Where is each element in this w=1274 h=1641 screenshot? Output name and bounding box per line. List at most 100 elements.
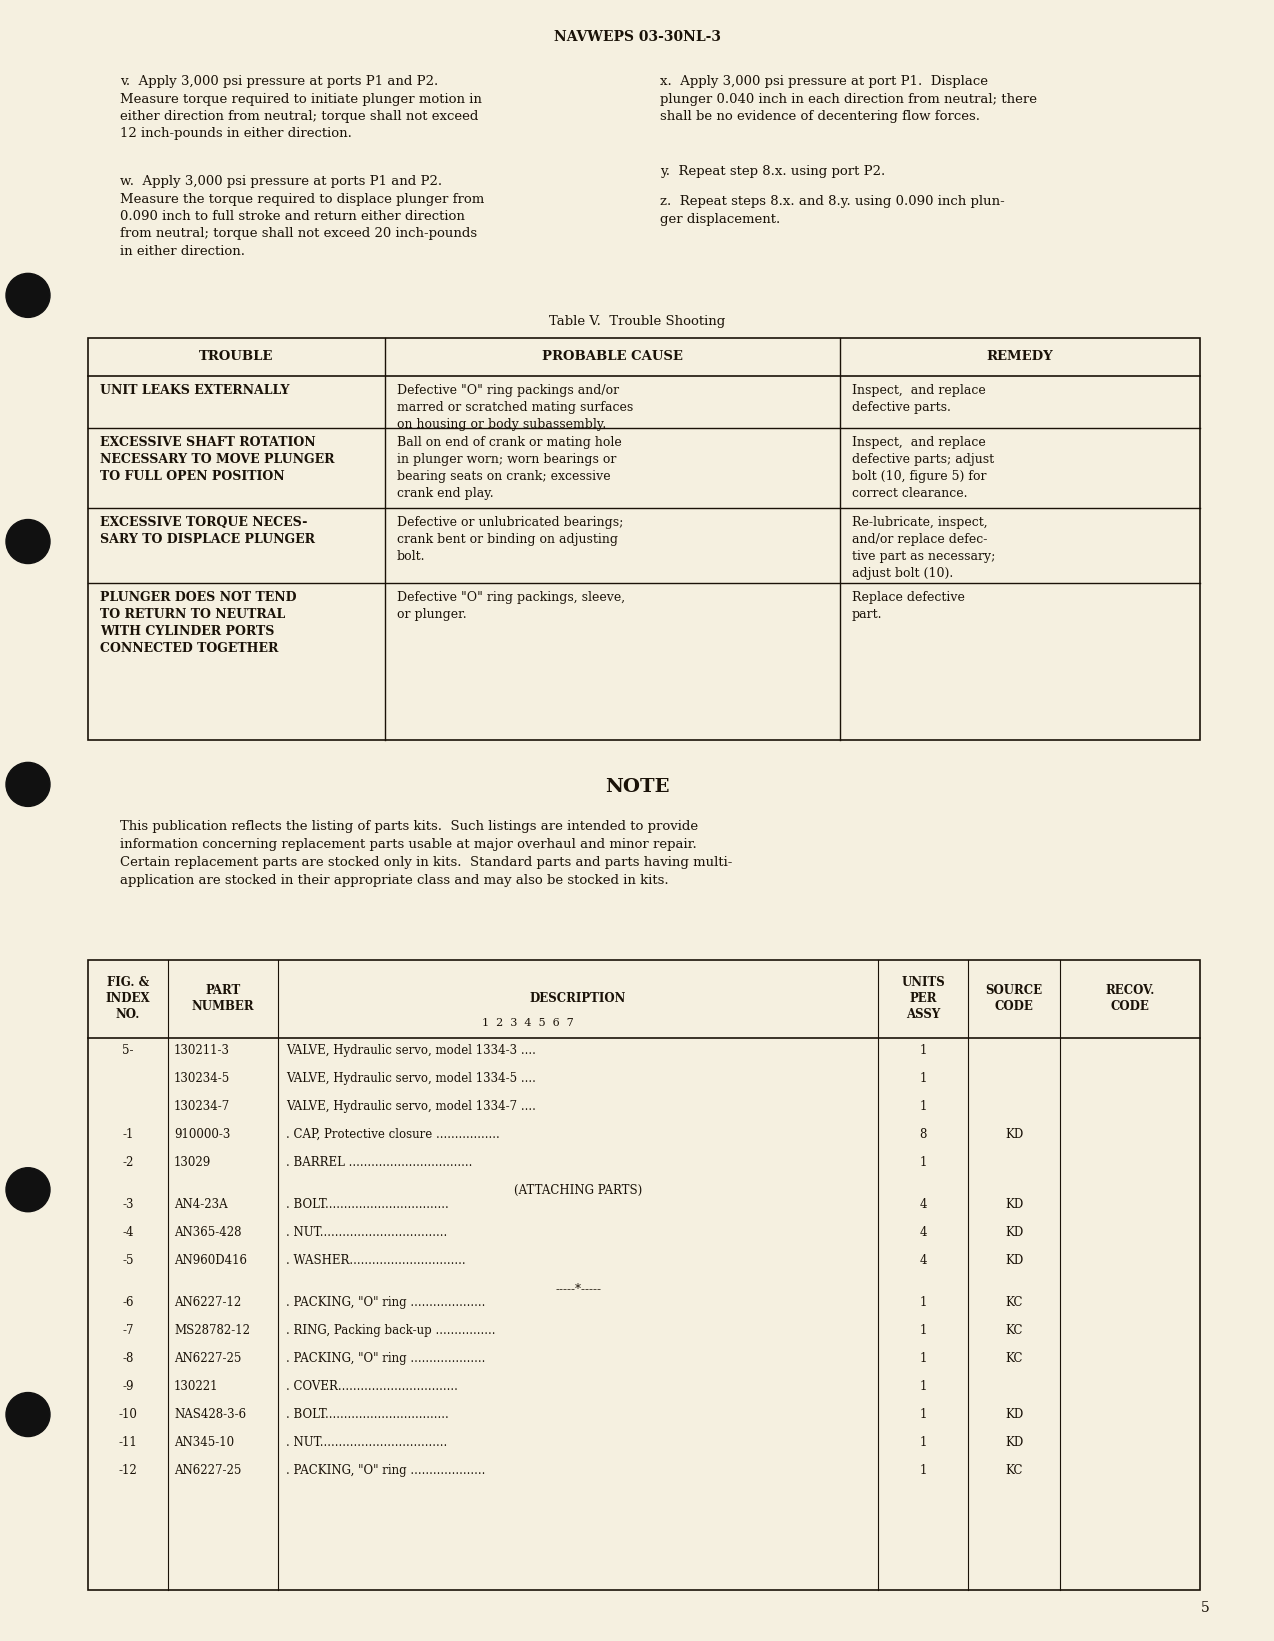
Text: Table V.  Trouble Shooting: Table V. Trouble Shooting: [549, 315, 725, 328]
Text: AN4-23A: AN4-23A: [175, 1198, 228, 1211]
Text: 1: 1: [920, 1324, 926, 1337]
Text: Defective "O" ring packings and/or
marred or scratched mating surfaces
on housin: Defective "O" ring packings and/or marre…: [397, 384, 633, 432]
Text: Defective "O" ring packings, sleeve,
or plunger.: Defective "O" ring packings, sleeve, or …: [397, 591, 626, 620]
Text: AN345-10: AN345-10: [175, 1436, 234, 1449]
Text: -10: -10: [118, 1408, 138, 1421]
Text: KC: KC: [1005, 1464, 1023, 1477]
Text: . CAP, Protective closure .................: . CAP, Protective closure ..............…: [285, 1127, 499, 1140]
Text: KD: KD: [1005, 1408, 1023, 1421]
Text: 130221: 130221: [175, 1380, 219, 1393]
Circle shape: [6, 1168, 50, 1211]
Text: REMEDY: REMEDY: [986, 351, 1054, 364]
Text: NAS428-3-6: NAS428-3-6: [175, 1408, 246, 1421]
Text: KC: KC: [1005, 1296, 1023, 1310]
Text: -8: -8: [122, 1352, 134, 1365]
Text: . BARREL .................................: . BARREL ...............................…: [285, 1155, 473, 1168]
Text: -2: -2: [122, 1155, 134, 1168]
Text: EXCESSIVE TORQUE NECES-
SARY TO DISPLACE PLUNGER: EXCESSIVE TORQUE NECES- SARY TO DISPLACE…: [99, 515, 315, 546]
Text: -----*-----: -----*-----: [555, 1282, 601, 1295]
Text: 1: 1: [920, 1352, 926, 1365]
Text: PROBABLE CAUSE: PROBABLE CAUSE: [541, 351, 683, 364]
Text: DESCRIPTION: DESCRIPTION: [530, 993, 627, 1006]
Text: MS28782-12: MS28782-12: [175, 1324, 250, 1337]
Text: UNIT LEAKS EXTERNALLY: UNIT LEAKS EXTERNALLY: [99, 384, 289, 397]
Text: 5-: 5-: [122, 1044, 134, 1057]
Text: KD: KD: [1005, 1436, 1023, 1449]
Text: VALVE, Hydraulic servo, model 1334-3 ....: VALVE, Hydraulic servo, model 1334-3 ...…: [285, 1044, 536, 1057]
Text: KD: KD: [1005, 1127, 1023, 1140]
Text: z.  Repeat steps 8.x. and 8.y. using 0.090 inch plun-
ger displacement.: z. Repeat steps 8.x. and 8.y. using 0.09…: [660, 195, 1005, 225]
Bar: [88, 338, 1200, 740]
Text: TROUBLE: TROUBLE: [199, 351, 274, 364]
Text: 130234-5: 130234-5: [175, 1072, 231, 1085]
Text: 1: 1: [920, 1380, 926, 1393]
Text: 4: 4: [920, 1254, 926, 1267]
Text: . WASHER...............................: . WASHER...............................: [285, 1254, 465, 1267]
Text: Replace defective
part.: Replace defective part.: [852, 591, 964, 620]
Text: AN6227-25: AN6227-25: [175, 1352, 241, 1365]
Text: This publication reflects the listing of parts kits.  Such listings are intended: This publication reflects the listing of…: [120, 820, 733, 888]
Text: KC: KC: [1005, 1352, 1023, 1365]
Text: -12: -12: [118, 1464, 138, 1477]
Circle shape: [6, 763, 50, 806]
Text: 130211-3: 130211-3: [175, 1044, 231, 1057]
Text: Inspect,  and replace
defective parts; adjust
bolt (10, figure 5) for
correct cl: Inspect, and replace defective parts; ad…: [852, 437, 994, 501]
Text: -7: -7: [122, 1324, 134, 1337]
Text: x.  Apply 3,000 psi pressure at port P1.  Displace
plunger 0.040 inch in each di: x. Apply 3,000 psi pressure at port P1. …: [660, 75, 1037, 123]
Text: VALVE, Hydraulic servo, model 1334-7 ....: VALVE, Hydraulic servo, model 1334-7 ...…: [285, 1099, 536, 1113]
Text: . PACKING, "O" ring ....................: . PACKING, "O" ring ....................: [285, 1296, 485, 1310]
Text: KC: KC: [1005, 1324, 1023, 1337]
Text: 13029: 13029: [175, 1155, 211, 1168]
Text: 1: 1: [920, 1155, 926, 1168]
Text: Ball on end of crank or mating hole
in plunger worn; worn bearings or
bearing se: Ball on end of crank or mating hole in p…: [397, 437, 622, 501]
Text: RECOV.
CODE: RECOV. CODE: [1106, 985, 1154, 1014]
Text: . PACKING, "O" ring ....................: . PACKING, "O" ring ....................: [285, 1352, 485, 1365]
Text: 4: 4: [920, 1198, 926, 1211]
Text: -3: -3: [122, 1198, 134, 1211]
Text: PLUNGER DOES NOT TEND
TO RETURN TO NEUTRAL
WITH CYLINDER PORTS
CONNECTED TOGETHE: PLUNGER DOES NOT TEND TO RETURN TO NEUTR…: [99, 591, 297, 655]
Text: FIG. &
INDEX
NO.: FIG. & INDEX NO.: [106, 976, 150, 1021]
Text: -1: -1: [122, 1127, 134, 1140]
Circle shape: [6, 1393, 50, 1436]
Text: . BOLT.................................: . BOLT.................................: [285, 1408, 448, 1421]
Text: 1: 1: [920, 1436, 926, 1449]
Text: PART
NUMBER: PART NUMBER: [191, 985, 255, 1014]
Text: Re-lubricate, inspect,
and/or replace defec-
tive part as necessary;
adjust bolt: Re-lubricate, inspect, and/or replace de…: [852, 515, 995, 579]
Text: w.  Apply 3,000 psi pressure at ports P1 and P2.
Measure the torque required to : w. Apply 3,000 psi pressure at ports P1 …: [120, 176, 484, 258]
Text: NOTE: NOTE: [605, 778, 669, 796]
Bar: [88, 960, 1200, 1590]
Text: -5: -5: [122, 1254, 134, 1267]
Text: Defective or unlubricated bearings;
crank bent or binding on adjusting
bolt.: Defective or unlubricated bearings; cran…: [397, 515, 623, 563]
Text: AN6227-12: AN6227-12: [175, 1296, 241, 1310]
Text: Inspect,  and replace
defective parts.: Inspect, and replace defective parts.: [852, 384, 986, 414]
Text: 1: 1: [920, 1464, 926, 1477]
Text: . RING, Packing back-up ................: . RING, Packing back-up ................: [285, 1324, 496, 1337]
Text: . COVER................................: . COVER................................: [285, 1380, 457, 1393]
Text: 1: 1: [920, 1296, 926, 1310]
Text: . BOLT.................................: . BOLT.................................: [285, 1198, 448, 1211]
Text: -4: -4: [122, 1226, 134, 1239]
Text: AN6227-25: AN6227-25: [175, 1464, 241, 1477]
Text: 4: 4: [920, 1226, 926, 1239]
Circle shape: [6, 520, 50, 563]
Text: . NUT..................................: . NUT..................................: [285, 1436, 447, 1449]
Text: . NUT..................................: . NUT..................................: [285, 1226, 447, 1239]
Text: SOURCE
CODE: SOURCE CODE: [985, 985, 1042, 1014]
Text: -6: -6: [122, 1296, 134, 1310]
Text: (ATTACHING PARTS): (ATTACHING PARTS): [513, 1185, 642, 1196]
Text: AN960D416: AN960D416: [175, 1254, 247, 1267]
Text: NAVWEPS 03-30NL-3: NAVWEPS 03-30NL-3: [553, 30, 721, 44]
Circle shape: [6, 274, 50, 317]
Text: 1: 1: [920, 1408, 926, 1421]
Text: UNITS
PER
ASSY: UNITS PER ASSY: [901, 976, 945, 1021]
Text: 5: 5: [1201, 1602, 1210, 1615]
Text: -11: -11: [118, 1436, 138, 1449]
Text: 8: 8: [920, 1127, 926, 1140]
Text: VALVE, Hydraulic servo, model 1334-5 ....: VALVE, Hydraulic servo, model 1334-5 ...…: [285, 1072, 536, 1085]
Text: 1: 1: [920, 1072, 926, 1085]
Text: 1: 1: [920, 1099, 926, 1113]
Text: -9: -9: [122, 1380, 134, 1393]
Text: AN365-428: AN365-428: [175, 1226, 242, 1239]
Text: KD: KD: [1005, 1198, 1023, 1211]
Text: KD: KD: [1005, 1226, 1023, 1239]
